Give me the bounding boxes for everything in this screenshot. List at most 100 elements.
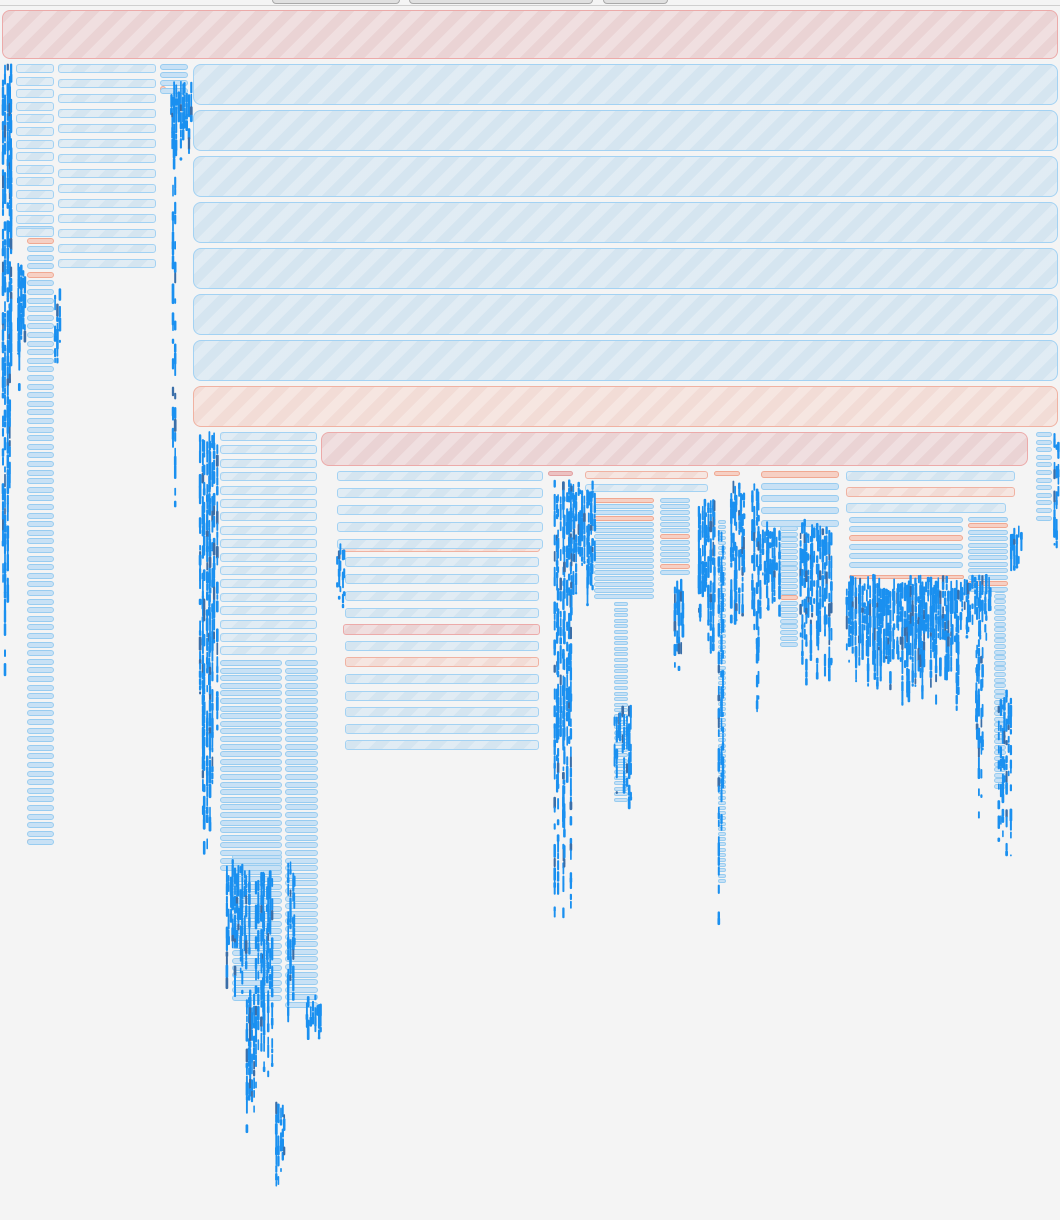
region-c-deep[interactable] xyxy=(594,570,654,575)
region-a-deep2[interactable] xyxy=(285,812,318,818)
region-c-deep2[interactable] xyxy=(614,792,628,797)
left-deep-frame[interactable] xyxy=(27,624,54,631)
region-c-deep2[interactable] xyxy=(614,708,628,713)
left-deep-frame[interactable] xyxy=(27,486,54,493)
region-c-deep2[interactable] xyxy=(614,624,628,629)
region-e-deep[interactable] xyxy=(968,517,1008,522)
region-e-deep2[interactable] xyxy=(994,621,1006,627)
region-e-deep2[interactable] xyxy=(994,660,1006,666)
region-e-deep2[interactable] xyxy=(994,677,1006,683)
region-d-deep[interactable] xyxy=(780,618,798,624)
left-deep-frame[interactable] xyxy=(27,598,54,605)
region-e-deep2[interactable] xyxy=(994,593,1006,599)
region-e-deep2[interactable] xyxy=(994,666,1006,672)
region-a-deep[interactable] xyxy=(220,796,282,803)
region-d-deep[interactable] xyxy=(780,601,798,607)
region-a-deep[interactable] xyxy=(220,682,282,689)
region-c-deep2[interactable] xyxy=(614,775,628,780)
region-c-deep2[interactable] xyxy=(614,630,628,634)
left-mid-frame[interactable] xyxy=(58,214,156,223)
region-a-deep2[interactable] xyxy=(285,774,318,780)
region-a-deep2[interactable] xyxy=(285,713,318,720)
region-b-frame[interactable] xyxy=(345,608,539,618)
region-a-deep2[interactable] xyxy=(285,720,318,727)
right-edge-frame[interactable] xyxy=(1036,492,1052,498)
region-c-deep2[interactable] xyxy=(614,607,628,612)
region-b-frame[interactable] xyxy=(345,657,539,667)
region-a-deep[interactable] xyxy=(220,660,282,666)
region-c-frame[interactable] xyxy=(548,471,573,476)
region-c-deep[interactable] xyxy=(660,498,690,503)
region-c-deep2[interactable] xyxy=(614,680,628,685)
region-a-frame[interactable] xyxy=(220,606,317,616)
region-a-deep2[interactable] xyxy=(285,979,318,986)
region-a-deep2[interactable] xyxy=(285,766,318,773)
left-deep-frame[interactable] xyxy=(27,572,54,579)
left-deep-frame[interactable] xyxy=(27,495,54,502)
region-e-frame[interactable] xyxy=(846,471,1015,481)
region-e-deep2[interactable] xyxy=(994,649,1006,655)
region-c-deep2[interactable] xyxy=(614,646,628,651)
region-d-deep2[interactable] xyxy=(718,681,726,686)
region-e-deep2[interactable] xyxy=(994,604,1006,610)
region-e-deep[interactable] xyxy=(968,542,1008,548)
region-a-frame[interactable] xyxy=(220,539,317,549)
region-c-deep2[interactable] xyxy=(614,669,628,674)
left-frame[interactable] xyxy=(16,114,54,124)
region-e-frame[interactable] xyxy=(846,503,1006,513)
left-deep-frame[interactable] xyxy=(27,504,54,510)
region-c-deep[interactable] xyxy=(594,582,654,587)
left-mid-frame[interactable] xyxy=(58,259,156,268)
region-e-deep[interactable] xyxy=(968,561,1008,567)
stack-frame-1[interactable] xyxy=(193,64,1058,105)
stack-frame-4[interactable] xyxy=(193,202,1058,243)
region-a-frame[interactable] xyxy=(220,445,317,455)
region-a-deep[interactable] xyxy=(220,789,282,796)
region-d-deep[interactable] xyxy=(780,543,798,549)
left-deep-frame[interactable] xyxy=(27,314,54,321)
region-a-deep[interactable] xyxy=(220,736,282,742)
region-c-deep[interactable] xyxy=(594,534,654,539)
left-deep-frame[interactable] xyxy=(27,306,54,313)
region-a-deep2[interactable] xyxy=(285,758,318,765)
region-e-deep2[interactable] xyxy=(994,627,1006,633)
region-a-deep[interactable] xyxy=(220,667,282,674)
region-a-frame[interactable] xyxy=(220,646,317,656)
left-deep-frame[interactable] xyxy=(27,615,54,622)
region-a-deep2[interactable] xyxy=(285,933,318,940)
left-mid-frame[interactable] xyxy=(58,94,156,103)
right-edge-frame[interactable] xyxy=(1036,485,1052,491)
region-a-frame[interactable] xyxy=(220,592,317,602)
region-d-deep[interactable] xyxy=(780,549,798,554)
region-b-frame[interactable] xyxy=(345,707,539,717)
region-a-deep[interactable] xyxy=(220,758,282,765)
left-deep-frame[interactable] xyxy=(27,357,54,364)
region-a-deep[interactable] xyxy=(220,720,282,727)
right-edge-frame[interactable] xyxy=(1036,477,1052,483)
stack-frame-7[interactable] xyxy=(193,340,1058,381)
region-a-deep[interactable] xyxy=(220,728,282,735)
region-c-deep[interactable] xyxy=(660,504,690,509)
region-a-deep2[interactable] xyxy=(285,834,318,841)
region-e-deep[interactable] xyxy=(968,574,1008,580)
stack-frame-9[interactable] xyxy=(321,432,1028,466)
region-a-deep2[interactable] xyxy=(285,918,318,925)
left-deep-frame[interactable] xyxy=(27,478,54,485)
right-edge-frame[interactable] xyxy=(1036,454,1052,460)
region-e-deep2[interactable] xyxy=(994,632,1006,638)
left-deep-frame[interactable] xyxy=(27,710,54,717)
region-e-deep[interactable] xyxy=(849,544,963,550)
region-d-deep2[interactable] xyxy=(718,525,726,530)
left-deep-frame[interactable] xyxy=(27,822,54,829)
region-e-deep[interactable] xyxy=(968,568,1008,574)
left-deep-frame[interactable] xyxy=(27,581,54,588)
region-d-frame[interactable] xyxy=(714,471,740,476)
left-frame[interactable] xyxy=(16,64,54,73)
region-a-deep2[interactable] xyxy=(285,865,318,872)
region-a-deep2[interactable] xyxy=(285,842,318,849)
region-c-deep2[interactable] xyxy=(614,663,628,668)
region-e-deep[interactable] xyxy=(968,523,1008,529)
left-deep-frame[interactable] xyxy=(27,435,54,442)
region-c-deep2[interactable] xyxy=(614,686,628,690)
left-deep-frame[interactable] xyxy=(27,805,54,811)
